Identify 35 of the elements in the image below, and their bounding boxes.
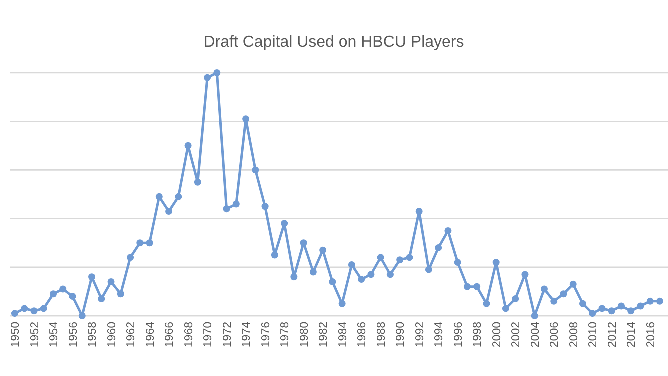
- x-tick-label: 2002: [510, 322, 523, 348]
- x-tick-label: 1978: [280, 322, 292, 348]
- chart-title: Draft Capital Used on HBCU Players: [204, 34, 464, 51]
- x-tick-label: 1998: [472, 322, 484, 348]
- x-tick-label: 1960: [106, 322, 118, 348]
- x-tick-label: 1990: [395, 322, 408, 348]
- x-tick-label: 2014: [626, 321, 638, 348]
- x-tick-label: 2012: [606, 322, 619, 348]
- x-tick-label: 1994: [434, 321, 446, 348]
- x-tick-label: 1956: [68, 322, 80, 348]
- x-tick-label: 1992: [414, 322, 426, 348]
- x-tick-label: 1976: [260, 322, 272, 348]
- x-tick-label: 2000: [491, 322, 504, 348]
- x-tick-label: 1958: [87, 322, 100, 348]
- x-tick-label: 1954: [48, 321, 61, 348]
- x-tick-label: 1970: [202, 322, 215, 348]
- x-tick-label: 2010: [588, 322, 600, 348]
- x-tick-label: 1964: [144, 321, 157, 348]
- x-tick-label: 1996: [452, 322, 465, 348]
- x-tick-label: 1950: [10, 322, 22, 348]
- x-tick-label: 1982: [318, 322, 330, 348]
- x-tick-label: 2008: [568, 322, 580, 348]
- x-tick-label: 1980: [298, 322, 311, 348]
- x-tick-label: 1952: [29, 322, 42, 348]
- x-tick-label: 1986: [356, 322, 369, 348]
- x-tick-label: 2016: [645, 322, 658, 348]
- x-tick-label: 1966: [164, 322, 176, 348]
- x-tick-label: 1972: [222, 322, 234, 348]
- x-tick-label: 1962: [126, 322, 138, 348]
- x-tick-label: 1968: [183, 322, 196, 348]
- x-tick-label: 1984: [337, 321, 350, 348]
- x-tick-label: 2004: [530, 321, 542, 348]
- x-tick-label: 1974: [241, 321, 254, 348]
- x-tick-label: 2006: [549, 322, 562, 348]
- x-tick-label: 1988: [376, 322, 388, 348]
